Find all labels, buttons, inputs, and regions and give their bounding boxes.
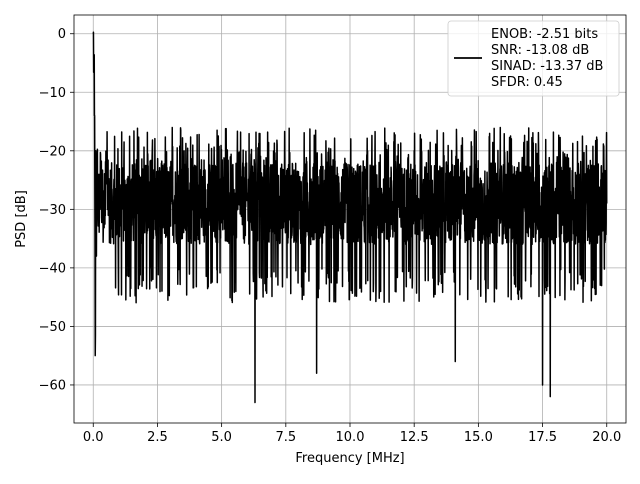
y-tick-label: −20 — [39, 144, 66, 159]
legend-entry-enob: ENOB: -2.51 bits — [491, 27, 598, 42]
legend-entry-snr: SNR: -13.08 dB — [491, 43, 589, 58]
x-tick-label: 12.5 — [400, 430, 429, 445]
plot-frame — [73, 14, 627, 424]
axis-ticks: 0.0 2.5 5.0 7.5 10.0 12.5 15.0 17.5 20.0 0 −10 −20 −… — [39, 27, 622, 445]
y-tick-label: 0 — [58, 27, 66, 42]
legend-entry-sfdr: SFDR: 0.45 — [491, 75, 563, 90]
psd-spectrum-line — [92, 31, 608, 404]
y-axis-label: PSD [dB] — [14, 190, 29, 248]
x-tick-label: 20.0 — [592, 430, 621, 445]
x-tick-label: 7.5 — [275, 430, 296, 445]
x-tick-label: 0.0 — [83, 430, 104, 445]
y-tick-label: −30 — [39, 203, 66, 218]
y-tick-label: −40 — [39, 261, 66, 276]
legend: ENOB: -2.51 bits SNR: -13.08 dB SINAD: -… — [447, 20, 620, 97]
x-tick-label: 17.5 — [528, 430, 557, 445]
legend-box — [447, 20, 620, 97]
y-tick-label: −50 — [39, 320, 66, 335]
x-axis-label: Frequency [MHz] — [295, 451, 404, 466]
x-tick-label: 5.0 — [211, 430, 232, 445]
x-tick-label: 2.5 — [147, 430, 168, 445]
series-layer — [92, 31, 608, 404]
y-tick-label: −10 — [39, 86, 66, 101]
legend-entry-sinad: SINAD: -13.37 dB — [491, 59, 603, 74]
y-tick-label: −60 — [39, 378, 66, 393]
x-tick-label: 10.0 — [336, 430, 365, 445]
x-tick-label: 15.0 — [464, 430, 493, 445]
